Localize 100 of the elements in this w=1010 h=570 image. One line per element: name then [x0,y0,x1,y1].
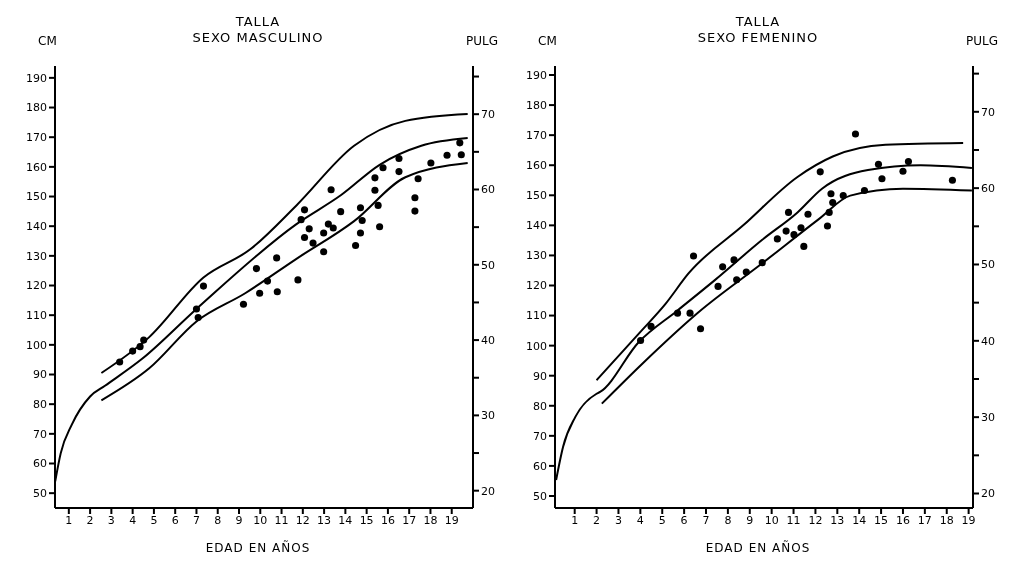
y-tick-label: 140 [526,219,547,233]
point [194,313,202,322]
point [329,224,337,232]
chart-subtitle: SEXO FEMENINO [697,30,819,45]
y-tick-label: 100 [526,339,547,353]
point [411,194,419,202]
point [199,282,208,290]
x-tick-label: 14 [338,513,353,527]
point [427,159,435,167]
point [356,204,365,212]
point [297,216,305,224]
y2-tick-label: 50 [981,258,995,272]
y-tick-label: 120 [526,279,547,293]
x-tick-label: 4 [129,513,137,527]
x-tick-label: 11 [274,513,289,527]
x-tick-label: 12 [295,513,310,527]
point [256,289,264,297]
point [324,220,332,228]
x-tick-label: 18 [939,513,954,527]
y2-axis-title: PULG [465,34,498,48]
point [457,151,465,159]
x-tick-label: 19 [444,513,459,527]
point [371,186,379,194]
point [825,208,833,216]
point [784,208,793,216]
x-tick-label: 14 [852,513,867,527]
x-tick-label: 15 [359,513,374,527]
y2-tick-label: 40 [481,333,495,347]
y-tick-label: 70 [533,429,547,443]
point [395,168,403,176]
x-tick-label: 6 [680,513,688,527]
y-tick-label: 170 [526,129,547,143]
x-tick-label: 16 [895,513,910,527]
point [239,300,248,308]
y-tick-label: 160 [26,160,47,174]
y-tick-label: 50 [33,487,47,501]
x-tick-label: 11 [786,513,801,527]
chart-title: TALLA [734,14,782,30]
point [294,276,302,284]
y2-tick-label: 30 [981,411,995,425]
point [273,288,281,296]
y2-axis-title: PULG [965,34,998,48]
point [689,252,698,260]
point [714,282,722,290]
x-tick-label: 3 [614,513,622,527]
point [733,276,741,284]
point [637,336,645,345]
point [829,198,837,207]
point [395,154,403,163]
y-tick-label: 110 [526,309,547,323]
point [823,222,832,230]
point [696,325,705,333]
y-tick-label: 90 [533,369,547,383]
x-tick-label: 7 [702,513,710,527]
point [129,347,137,355]
y-tick-label: 140 [26,220,47,234]
point [300,233,309,242]
x-tick-label: 8 [214,513,222,527]
point [411,207,419,215]
y-tick-label: 130 [526,249,547,263]
y-tick-label: 80 [533,399,547,413]
x-tick-label: 5 [150,513,158,527]
y-axis-title: CM [538,34,557,48]
y-tick-label: 60 [533,459,547,473]
point [374,201,382,209]
y-tick-label: 170 [26,131,47,145]
y-axis-title: CM [38,34,57,48]
x-tick-label: 1 [65,513,73,527]
x-tick-label: 3 [107,513,115,527]
point [337,208,345,216]
x-tick-label: 2 [593,513,601,527]
point [673,309,682,317]
point [860,186,869,195]
point [827,190,835,198]
y2-tick-label: 40 [981,334,995,348]
x-tick-label: 4 [636,513,644,527]
point [379,164,387,172]
y2-tick-label: 30 [481,409,495,423]
x-tick-label: 2 [86,513,94,527]
point [878,175,886,183]
y-tick-label: 180 [526,98,547,112]
point [358,216,366,225]
point [305,225,313,233]
point [443,151,451,159]
x-tick-label: 17 [917,513,932,527]
x-axis-title: EDAD EN AÑOS [204,541,312,555]
chart-subtitle: SEXO MASCULINO [192,30,324,45]
point [782,227,790,235]
point [874,160,883,168]
point [327,186,335,194]
x-tick-label: 16 [380,513,395,527]
y2-tick-label: 70 [481,108,495,122]
point [263,277,272,285]
x-tick-label: 7 [192,513,200,527]
point [456,139,464,147]
point [773,235,781,243]
point [758,259,766,267]
x-tick-label: 12 [808,513,823,527]
point [686,309,694,317]
y2-tick-label: 50 [481,258,495,272]
